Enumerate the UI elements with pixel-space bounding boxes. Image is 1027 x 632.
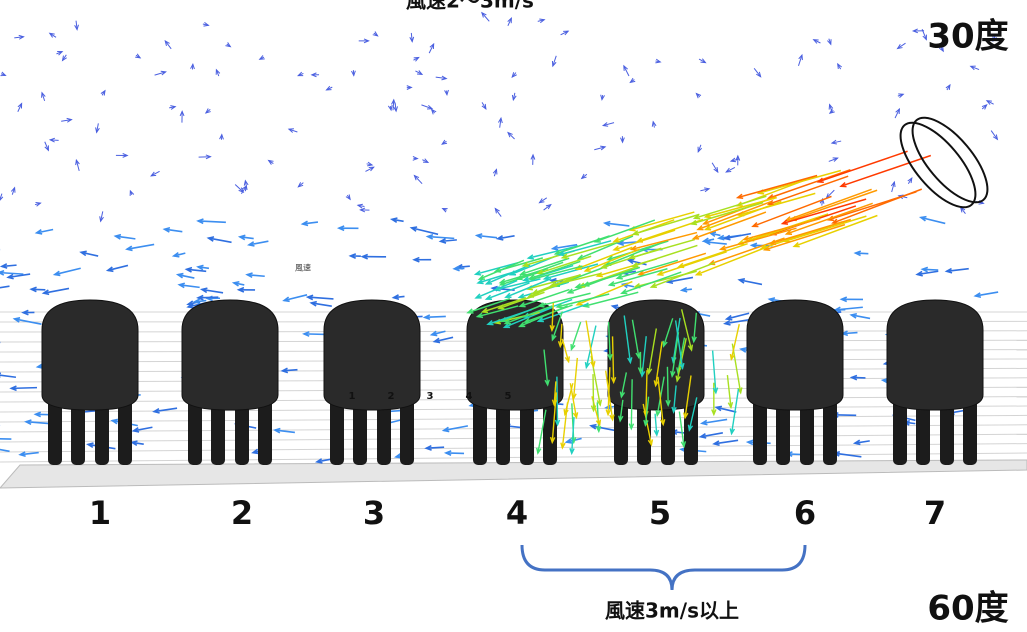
flow-arrow: [0, 273, 23, 275]
flow-arrow: [593, 374, 594, 410]
tank-label: 2: [231, 494, 253, 532]
flow-arrow: [556, 236, 610, 254]
flow-arrow: [0, 375, 16, 378]
range-label: 風速3m/s以上: [605, 599, 739, 623]
range-bracket: [522, 545, 805, 590]
ground-line: [0, 434, 1027, 442]
flow-arrow: [841, 156, 931, 187]
tank-body: [747, 300, 843, 410]
tank-label: 4: [506, 494, 528, 532]
tank-label: 7: [924, 494, 946, 532]
inner-label: 2: [388, 391, 395, 402]
flow-arrow: [539, 293, 590, 306]
angle-bottom: 60度: [927, 589, 1008, 629]
flow-arrow: [738, 175, 817, 197]
flow-arrow: [791, 190, 877, 220]
top-label: 風速2～3m/s: [406, 0, 534, 13]
tank-body: [887, 300, 983, 410]
tank-label: 3: [363, 494, 385, 532]
flow-arrow: [667, 367, 668, 405]
flow-arrow: [0, 286, 9, 290]
tank-body: [182, 300, 278, 410]
tank-label: 1: [89, 494, 111, 532]
flow-arrow: [0, 439, 11, 440]
tank-body: [42, 300, 138, 410]
flow-arrow: [769, 170, 851, 199]
flow-arrow: [769, 176, 849, 204]
flow-arrow: [11, 388, 37, 389]
flow-arrow: [630, 212, 694, 230]
inner-label: 5: [505, 391, 512, 402]
angle-top: 30度: [927, 17, 1008, 57]
tank-body: [324, 300, 420, 410]
flow-arrow: [759, 171, 841, 194]
small-label: 風速: [295, 264, 311, 273]
flow-arrow: [574, 358, 578, 399]
arrow-head: [130, 191, 134, 196]
inner-label: 3: [427, 391, 434, 402]
tank-label: 6: [794, 494, 816, 532]
flow-arrow: [0, 447, 10, 452]
flow-arrow: [731, 324, 739, 359]
flow-arrow: [765, 225, 845, 250]
inner-label: 4: [466, 391, 473, 402]
flow-arrow: [697, 247, 769, 275]
flow-arrow: [679, 412, 684, 447]
flow-arrow: [631, 379, 632, 428]
flow-arrow: [818, 151, 907, 182]
ground-line: [0, 415, 1027, 422]
flow-arrow: [570, 383, 576, 417]
flow-arrow: [571, 322, 580, 349]
inner-label: 1: [349, 391, 356, 402]
flow-arrow: [727, 375, 731, 407]
fan-rim: [900, 106, 1001, 214]
tank-label: 5: [649, 494, 671, 532]
scene: 風速2～3m/s 30度 60度 風速3m/s以上 風速 1 2 3 4 5 6 7 1 2 3 4…: [0, 0, 1027, 632]
flow-arrow: [617, 260, 678, 278]
ground-edge: [0, 460, 1027, 488]
arrow-head: [443, 208, 448, 212]
ground-line: [0, 444, 1027, 452]
